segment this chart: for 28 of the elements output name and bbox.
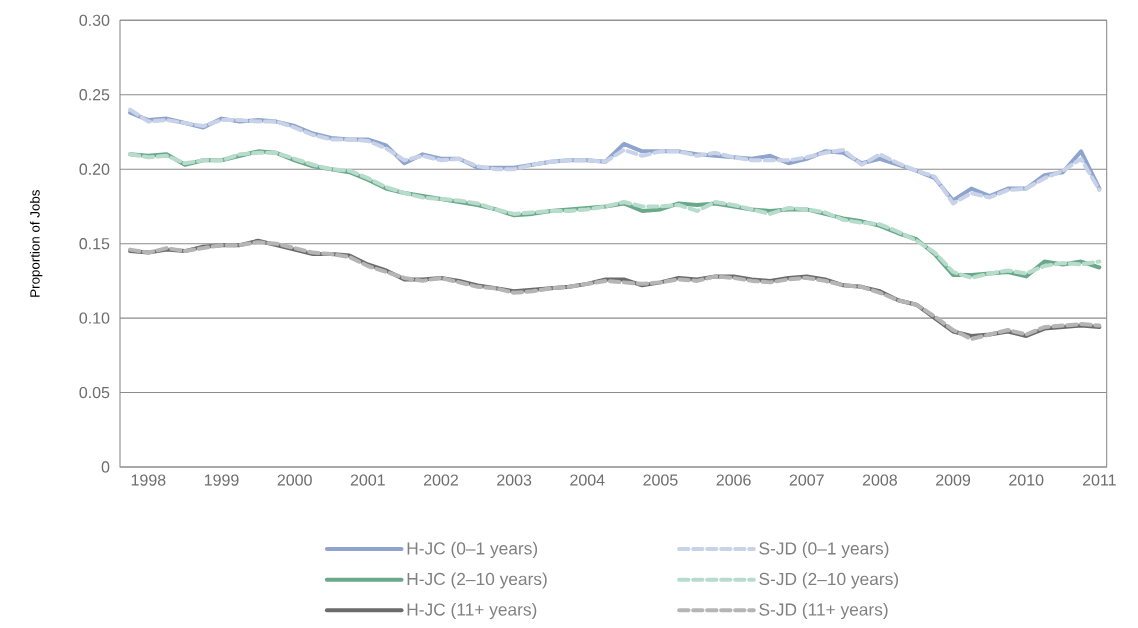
y-tick-label: 0.05: [79, 386, 110, 399]
legend-label: S-JD (0–1 years): [759, 541, 889, 558]
x-tick-label: 2009: [936, 474, 971, 486]
x-tick-label: 2008: [862, 474, 897, 486]
y-tick-label: 0.25: [79, 89, 110, 101]
x-tick-label: 2000: [277, 474, 312, 486]
x-tick-label: 2006: [716, 474, 751, 486]
y-tick-label: 0.30: [79, 14, 110, 26]
x-tick-label: 2002: [423, 474, 458, 486]
x-tick-label: 2003: [497, 474, 532, 486]
y-axis-title: Proportion of Jobs: [29, 190, 43, 297]
legend-label: S-JD (2–10 years): [759, 572, 899, 589]
y-tick-label: 0.10: [79, 312, 110, 324]
x-tick-label: 2007: [789, 474, 824, 486]
x-tick-label: 2011: [1082, 474, 1116, 486]
x-tick-label: 2004: [570, 474, 605, 486]
y-tick-label: 0: [101, 461, 110, 473]
legend-label: H-JC (2–10 years): [407, 572, 547, 589]
legend-label: S-JD (11+ years): [759, 602, 888, 620]
x-tick-label: 2010: [1009, 474, 1044, 486]
x-tick-label: 2001: [350, 474, 385, 486]
x-tick-label: 1999: [204, 474, 239, 486]
x-tick-label: 2005: [643, 474, 678, 486]
x-tick-label: 1998: [131, 474, 166, 486]
legend-label: H-JC (11+ years): [407, 602, 537, 620]
y-tick-label: 0.15: [79, 238, 110, 250]
legend-label: H-JC (0–1 years): [407, 541, 538, 558]
y-tick-label: 0.20: [79, 163, 110, 175]
